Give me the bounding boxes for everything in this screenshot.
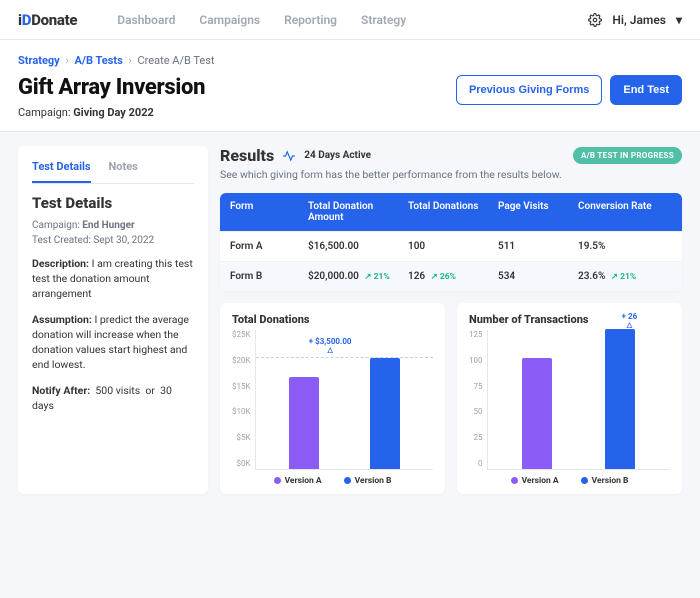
results-table: Form Total Donation Amount Total Donatio… — [220, 193, 682, 291]
campaign-line: Campaign: Giving Day 2022 — [18, 106, 205, 119]
chart-yaxis: 1251007550250 — [469, 330, 487, 470]
chart-callout: + 26△ — [622, 312, 638, 329]
chevron-down-icon: ▾ — [676, 13, 682, 27]
breadcrumb-strategy[interactable]: Strategy — [18, 54, 60, 67]
results-subtitle: See which giving form has the better per… — [220, 168, 682, 181]
bar-version-b — [370, 358, 400, 469]
tab-notes[interactable]: Notes — [109, 160, 138, 183]
chart-bars: + $3,500.00△ — [255, 330, 433, 470]
panel-description: Description: I am creating this test tes… — [32, 256, 194, 302]
chart-title: Number of Transactions — [469, 313, 670, 326]
gear-icon — [588, 13, 602, 27]
results-title: Results — [220, 146, 274, 165]
breadcrumb-current: Create A/B Test — [138, 54, 215, 67]
chart-callout: + $3,500.00△ — [309, 337, 352, 354]
breadcrumb: Strategy › A/B Tests › Create A/B Test — [18, 54, 682, 67]
chart-transactions: Number of Transactions 1251007550250 + 2… — [457, 303, 682, 494]
chart-total-donations: Total Donations $25K$20K$15K$10K$5K$0K +… — [220, 303, 445, 494]
status-badge: A/B TEST IN PROGRESS — [573, 147, 682, 164]
panel-heading: Test Details — [32, 194, 194, 212]
subheader: Strategy › A/B Tests › Create A/B Test G… — [0, 40, 700, 132]
breadcrumb-abtests[interactable]: A/B Tests — [75, 54, 123, 67]
table-row: Form A $16,500.00 100 511 19.5% — [220, 231, 682, 261]
panel-created: Test Created: Sept 30, 2022 — [32, 235, 194, 246]
chart-legend: Version A Version B — [232, 476, 433, 486]
panel-notify: Notify After: 500 visits or 30 days — [32, 383, 194, 413]
bar-version-b — [605, 329, 635, 469]
chart-bars: + 26△ — [487, 330, 671, 470]
bar-version-a — [522, 358, 552, 469]
nav-reporting[interactable]: Reporting — [284, 13, 337, 27]
days-active: 24 Days Active — [304, 150, 371, 161]
tab-test-details[interactable]: Test Details — [32, 160, 91, 183]
panel-campaign: Campaign: End Hunger — [32, 220, 194, 231]
results-area: Results 24 Days Active A/B TEST IN PROGR… — [220, 146, 682, 494]
topbar: iDDonate Dashboard Campaigns Reporting S… — [0, 0, 700, 40]
nav-dashboard[interactable]: Dashboard — [117, 13, 175, 27]
chart-legend: Version A Version B — [469, 476, 670, 486]
main-nav: Dashboard Campaigns Reporting Strategy — [117, 13, 588, 27]
nav-campaigns[interactable]: Campaigns — [199, 13, 260, 27]
previous-forms-button[interactable]: Previous Giving Forms — [456, 75, 602, 105]
panel-assumption: Assumption: I predict the average donati… — [32, 312, 194, 373]
nav-strategy[interactable]: Strategy — [361, 13, 406, 27]
table-header: Form Total Donation Amount Total Donatio… — [220, 193, 682, 231]
chart-title: Total Donations — [232, 313, 433, 326]
logo: iDDonate — [18, 11, 77, 29]
pulse-icon — [282, 149, 296, 163]
table-row: Form B $20,000.00 ↗ 21% 126 ↗ 26% 534 23… — [220, 261, 682, 291]
user-name: Hi, James — [612, 13, 666, 27]
bar-version-a — [289, 377, 319, 469]
chart-yaxis: $25K$20K$15K$10K$5K$0K — [232, 330, 255, 470]
side-panel: Test Details Notes Test Details Campaign… — [18, 146, 208, 494]
page-title: Gift Array Inversion — [18, 75, 205, 100]
end-test-button[interactable]: End Test — [610, 75, 682, 105]
user-menu[interactable]: Hi, James ▾ — [588, 13, 682, 27]
